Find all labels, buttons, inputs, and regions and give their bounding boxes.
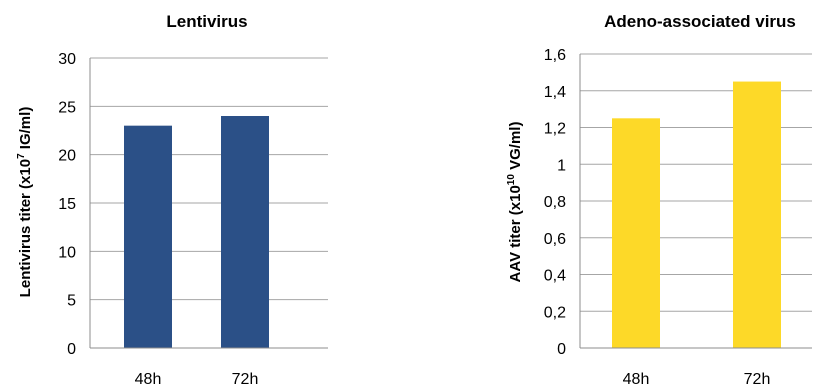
y-tick-label: 1	[557, 157, 566, 174]
y-axis-label-exponent: 10	[506, 174, 517, 186]
bar-48h	[124, 125, 172, 349]
chart-title: Lentivirus	[166, 12, 247, 31]
y-tick-label: 25	[58, 99, 76, 116]
y-tick-label: 0,4	[544, 268, 566, 285]
y-tick-label: 0,2	[544, 304, 566, 321]
y-tick-label: 5	[67, 293, 76, 310]
x-tick-label: 72h	[232, 371, 259, 388]
bar-48h	[612, 118, 660, 348]
x-tick-label: 48h	[135, 371, 162, 388]
y-axis-label-main: Lentivirus titer (x10	[17, 159, 34, 297]
y-axis-label-unit: IG/ml)	[17, 107, 34, 154]
x-tick-label: 72h	[744, 371, 771, 388]
y-axis-label-exponent: 7	[16, 153, 27, 159]
y-axis-label: AAV titer (x1010 VG/ml)	[506, 122, 524, 283]
y-tick-label: 0,8	[544, 194, 566, 211]
y-tick-label: 0	[67, 341, 76, 358]
chart-title: Adeno-associated virus	[604, 12, 796, 31]
y-tick-label: 20	[58, 148, 76, 165]
y-tick-label: 1,6	[544, 47, 566, 64]
y-tick-label: 10	[58, 244, 76, 261]
y-tick-label: 30	[58, 51, 76, 68]
y-axis-label: Lentivirus titer (x107 IG/ml)	[16, 107, 34, 298]
x-tick-label: 48h	[623, 371, 650, 388]
y-tick-label: 0,6	[544, 231, 566, 248]
lentivirus-chart: Lentivirus Lentivirus titer (x107 IG/ml)…	[16, 12, 328, 388]
y-tick-label: 1,2	[544, 121, 566, 138]
y-axis-label-unit: VG/ml)	[507, 122, 524, 175]
y-axis-label-main: AAV titer (x10	[507, 185, 524, 282]
y-tick-label: 0	[557, 341, 566, 358]
aav-chart: Adeno-associated virus AAV titer (x1010 …	[506, 12, 812, 388]
y-tick-label: 15	[58, 196, 76, 213]
bar-72h	[733, 81, 781, 348]
bar-72h	[221, 116, 269, 348]
y-tick-label: 1,4	[544, 84, 566, 101]
